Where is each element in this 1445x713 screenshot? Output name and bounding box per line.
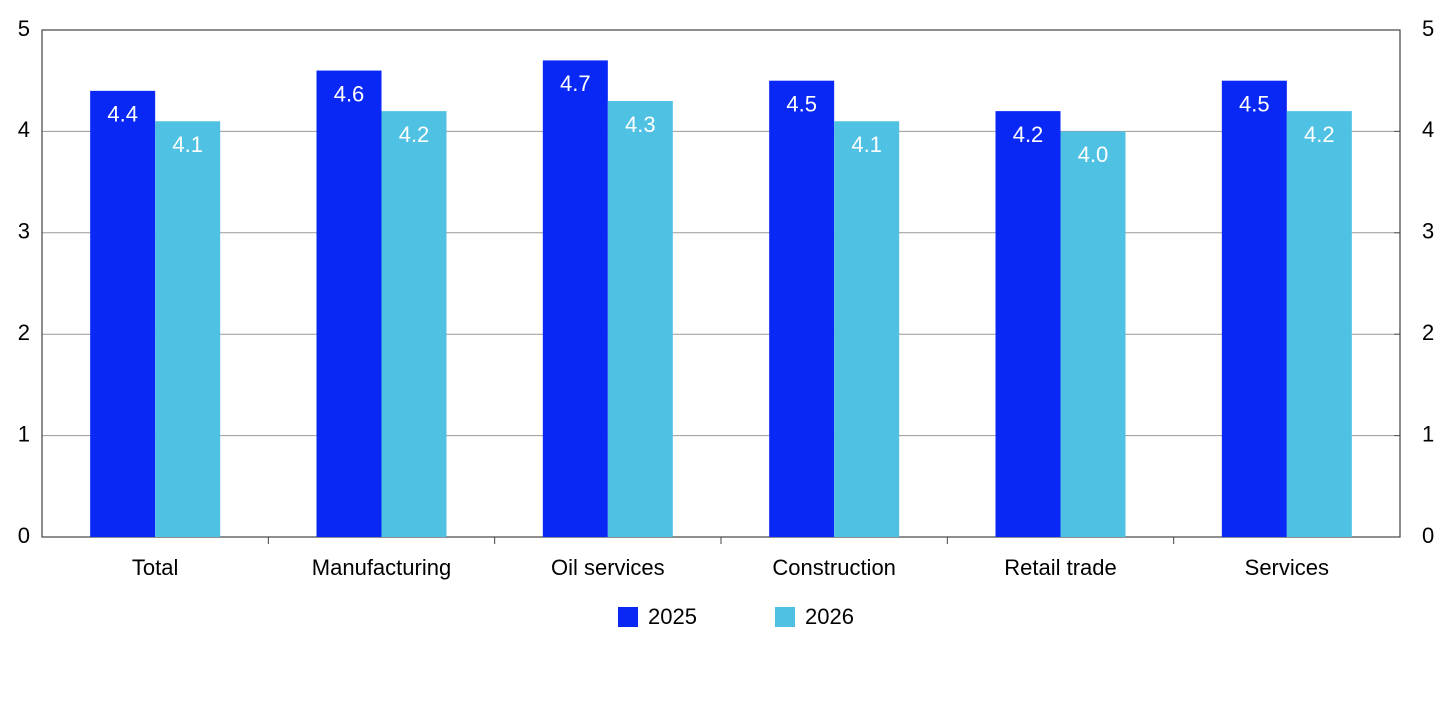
bar [90,90,156,537]
plot-frame [41,29,1401,538]
bar-value-label: 4.6 [334,81,365,106]
bar-value-label: 4.5 [786,92,817,117]
bar-value-label: 4.2 [1013,122,1044,147]
x-tick-label: Retail trade [1004,555,1117,580]
y-tick-label: 0 [18,523,30,548]
bar [1286,111,1352,538]
bar [995,111,1061,538]
y2-tick-label: 5 [1422,16,1434,41]
x-tick-label: Construction [772,555,896,580]
y-tick-label: 2 [18,320,30,345]
x-tick-label: Total [132,555,178,580]
bar [1221,80,1287,537]
y2-tick-label: 1 [1422,421,1434,446]
legend-swatch [775,607,795,627]
legend-label: 2025 [648,604,697,629]
y-tick-label: 1 [18,421,30,446]
bar-value-label: 4.4 [107,102,138,127]
y2-tick-label: 0 [1422,523,1434,548]
bar [1060,131,1126,537]
legend-label: 2026 [805,604,854,629]
bar [769,80,835,537]
x-tick-label: Services [1245,555,1329,580]
y-tick-label: 5 [18,16,30,41]
y2-tick-label: 3 [1422,219,1434,244]
bar-value-label: 4.2 [1304,122,1335,147]
legend-swatch [618,607,638,627]
bar-value-label: 4.1 [172,132,203,157]
bar [155,121,221,537]
bar [381,111,447,538]
bar [316,70,382,537]
x-tick-label: Manufacturing [312,555,451,580]
bar-value-label: 4.5 [1239,92,1270,117]
bar-value-label: 4.3 [625,112,656,137]
y-tick-label: 3 [18,219,30,244]
bar-value-label: 4.2 [399,122,430,147]
bar [834,121,900,537]
x-tick-label: Oil services [551,555,665,580]
y2-tick-label: 2 [1422,320,1434,345]
bar [607,100,673,537]
bar [542,60,608,538]
y2-tick-label: 4 [1422,117,1434,142]
bar-value-label: 4.7 [560,71,591,96]
bar-value-label: 4.1 [851,132,882,157]
y-tick-label: 4 [18,117,30,142]
bar-value-label: 4.0 [1078,142,1109,167]
